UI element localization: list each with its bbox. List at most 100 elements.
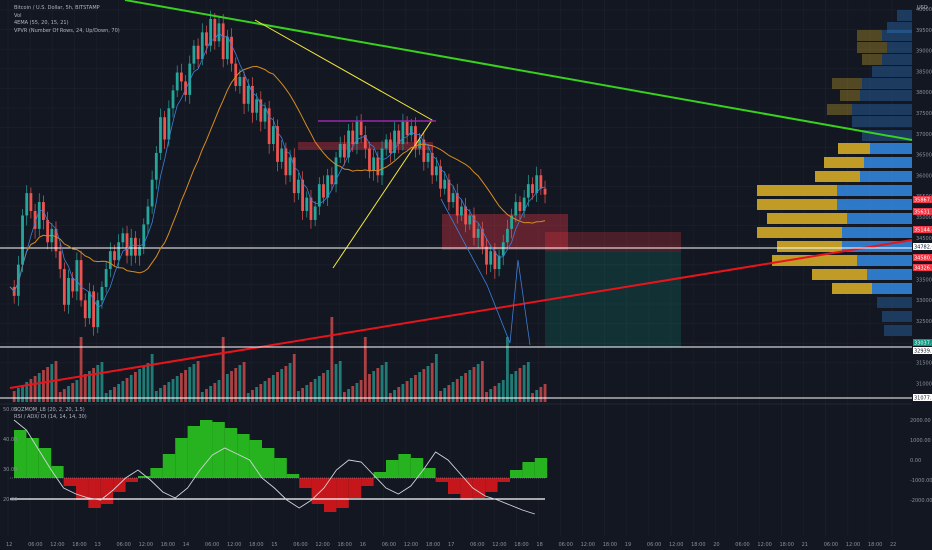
volume-bar (363, 337, 367, 402)
volume-bar (485, 392, 488, 402)
volume-bar (58, 392, 62, 402)
symbol-title[interactable]: Bitcoin / U.S. Dollar, 5h, BITSTAMP (14, 5, 100, 11)
time-axis-label: 13 (94, 542, 100, 548)
vpvr-up-bar (882, 54, 912, 65)
candle-body (535, 175, 539, 194)
candle-body (397, 130, 401, 144)
volume-bar (75, 380, 79, 402)
candle-body (489, 251, 493, 265)
candle-body (188, 63, 192, 95)
price-tag-bg (913, 226, 932, 233)
candle-body (230, 36, 233, 64)
candle-body (330, 175, 334, 185)
volume-indicator-label[interactable]: Vol (14, 12, 22, 19)
volume-bar (263, 381, 267, 402)
candle-body (451, 193, 455, 203)
candle-body (347, 130, 350, 158)
volume-bar (134, 372, 137, 402)
volume-bar (108, 390, 112, 402)
candle-body (539, 175, 543, 189)
currency-label: USD (917, 5, 928, 11)
candle-body (100, 286, 104, 301)
candle-body (430, 152, 434, 176)
momentum-bar (423, 468, 436, 478)
volume-bar (351, 386, 355, 402)
sqzmom-label[interactable]: SQZMOM_LB (20, 2, 20, 1.5) (14, 407, 85, 413)
candle-body (447, 179, 451, 203)
candle-body (426, 152, 430, 162)
time-axis-label: 18:00 (868, 542, 882, 548)
momentum-axis-label: 2000.00 (910, 418, 931, 424)
volume-bar (230, 371, 233, 402)
price-axis-label: 35000.00 (916, 215, 932, 221)
rsi-adx-label[interactable]: RSI / ADX/ DI (14, 14, 14, 30) (14, 414, 87, 420)
projection-path (440, 198, 531, 346)
time-axis: 12 06:00 12:00 18:00 13 06:00 12:00 18:00 14 06:0… (6, 542, 896, 548)
volume-bar (67, 386, 70, 402)
momentum-bar (14, 430, 27, 478)
candle-body (309, 197, 313, 220)
time-axis-label: 12:00 (315, 542, 329, 548)
candle-body (16, 264, 20, 296)
volume-bar (518, 368, 522, 402)
candle-body (380, 148, 384, 176)
volume-bar (489, 389, 493, 402)
candle-body (434, 166, 438, 176)
candle-body (104, 269, 108, 287)
volume-bar (209, 386, 213, 402)
time-axis-label: 12:00 (492, 542, 506, 548)
ema-indicator-label[interactable]: 4EMA (55, 20, 15, 21) (14, 20, 69, 27)
vpvr-indicator-label[interactable]: VPVR (Number Of Rows, 24, Up/Down, 70) (14, 27, 120, 34)
candle-body (384, 139, 388, 149)
volume-bar (196, 361, 200, 402)
volume-bar (343, 392, 346, 402)
vpvr-down-bar (757, 199, 837, 210)
volume-bar (347, 389, 350, 402)
volume-bar (92, 368, 95, 402)
volume-bar (309, 382, 313, 402)
vpvr-up-bar (887, 22, 912, 33)
price-tag-bg (913, 394, 932, 401)
price-tag-bg (913, 208, 932, 215)
vpvr-down-bar (827, 104, 852, 115)
candle-body (88, 291, 91, 319)
price-axis-label: 36000.00 (916, 173, 932, 179)
volume-bar (430, 363, 434, 402)
candle-body (150, 179, 154, 207)
volume-bar (539, 387, 543, 402)
candle-body (276, 126, 279, 162)
time-axis-label: 20 (713, 542, 719, 548)
volume-bar (33, 376, 37, 402)
momentum-bar (336, 478, 349, 508)
time-axis-label: 06:00 (470, 542, 484, 548)
candle-body (79, 260, 83, 301)
volume-bar (330, 317, 334, 402)
vpvr-up-bar (897, 10, 912, 21)
candle-body (138, 246, 141, 256)
candle-body (146, 206, 150, 225)
volume-bar (326, 370, 330, 402)
volume-bar (217, 380, 221, 402)
momentum-bar (162, 454, 176, 478)
momentum-bar (386, 460, 399, 478)
candle-body (267, 108, 271, 144)
candle-body (497, 255, 501, 270)
stop-loss-zone (545, 232, 681, 252)
volume-bar (251, 390, 254, 402)
time-axis-label: 18:00 (161, 542, 175, 548)
resistance-zone (442, 214, 568, 250)
candle-body (334, 157, 338, 185)
candle-body (522, 197, 526, 211)
volume-bar (401, 384, 405, 402)
price-tag-label: 35144.47 (914, 228, 932, 234)
volume-bar (221, 337, 225, 402)
candle-body (376, 157, 380, 176)
volume-bar (305, 385, 309, 402)
candle-body (338, 144, 342, 158)
volume-bar (480, 361, 484, 402)
volume-bar (255, 387, 259, 402)
candle-body (192, 45, 196, 64)
chart-legend: Bitcoin / U.S. Dollar, 5h, BITSTAMP Vol … (14, 5, 120, 35)
momentum-bar (187, 426, 200, 478)
